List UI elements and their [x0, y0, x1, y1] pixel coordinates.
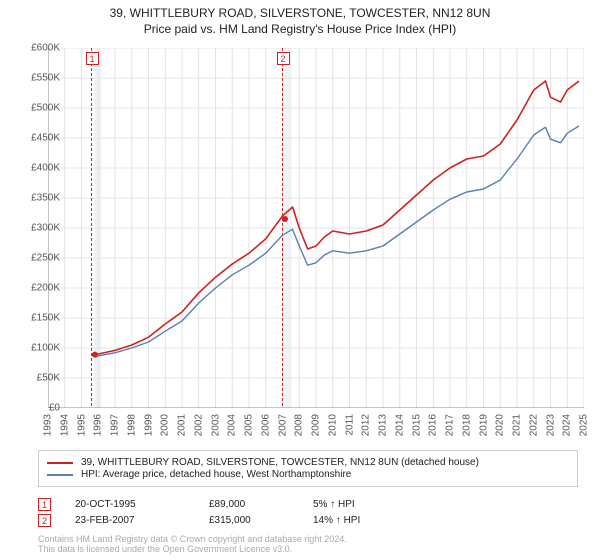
- x-tick-label: 2018: [461, 414, 472, 436]
- sale-marker-2: 2: [38, 514, 51, 527]
- x-tick-label: 2013: [378, 414, 389, 436]
- sale-date-2: 23-FEB-2007: [75, 515, 185, 526]
- title-block: 39, WHITTLEBURY ROAD, SILVERSTONE, TOWCE…: [0, 0, 600, 36]
- sale-row-2: 2 23-FEB-2007 £315,000 14% ↑ HPI: [38, 514, 578, 527]
- x-tick-label: 2024: [562, 414, 573, 436]
- x-tick-label: 1995: [76, 414, 87, 436]
- x-tick-label: 2002: [193, 414, 204, 436]
- x-tick-label: 2012: [361, 414, 372, 436]
- x-tick-label: 2005: [244, 414, 255, 436]
- y-tick-label: £100K: [16, 343, 60, 354]
- x-tick-label: 2001: [177, 414, 188, 436]
- x-tick-label: 2023: [545, 414, 556, 436]
- sale-date-1: 20-OCT-1995: [75, 499, 185, 510]
- footer-note: Contains HM Land Registry data © Crown c…: [38, 534, 578, 555]
- y-tick-label: £550K: [16, 73, 60, 84]
- sale-pct-2: 14% ↑ HPI: [313, 515, 403, 526]
- sale-row-1: 1 20-OCT-1995 £89,000 5% ↑ HPI: [38, 498, 578, 511]
- chart-marker-box: 2: [277, 52, 290, 65]
- x-tick-label: 2004: [227, 414, 238, 436]
- plot-svg: [48, 48, 584, 408]
- x-tick-label: 2021: [512, 414, 523, 436]
- legend-label-property: 39, WHITTLEBURY ROAD, SILVERSTONE, TOWCE…: [81, 457, 479, 468]
- y-tick-label: £250K: [16, 253, 60, 264]
- x-tick-label: 2015: [411, 414, 422, 436]
- sale-price-2: £315,000: [209, 515, 289, 526]
- y-tick-label: £200K: [16, 283, 60, 294]
- legend-swatch-hpi: [47, 474, 73, 476]
- legend-label-hpi: HPI: Average price, detached house, West…: [81, 469, 351, 480]
- x-tick-label: 2009: [311, 414, 322, 436]
- y-tick-label: £600K: [16, 43, 60, 54]
- y-tick-label: £50K: [16, 373, 60, 384]
- x-tick-label: 2008: [294, 414, 305, 436]
- x-tick-label: 2019: [478, 414, 489, 436]
- x-tick-label: 1999: [143, 414, 154, 436]
- sale-pct-1: 5% ↑ HPI: [313, 499, 403, 510]
- sale-price-1: £89,000: [209, 499, 289, 510]
- chart-area: [48, 48, 584, 408]
- x-tick-label: 2014: [394, 414, 405, 436]
- chart-container: 39, WHITTLEBURY ROAD, SILVERSTONE, TOWCE…: [0, 0, 600, 560]
- x-tick-label: 1996: [93, 414, 104, 436]
- chart-marker-box: 1: [86, 52, 99, 65]
- legend-box: 39, WHITTLEBURY ROAD, SILVERSTONE, TOWCE…: [38, 450, 578, 487]
- y-tick-label: £0: [16, 403, 60, 414]
- x-tick-label: 2025: [579, 414, 590, 436]
- x-tick-label: 1994: [59, 414, 70, 436]
- sales-block: 1 20-OCT-1995 £89,000 5% ↑ HPI 2 23-FEB-…: [38, 495, 578, 530]
- x-tick-label: 2020: [495, 414, 506, 436]
- x-tick-label: 1997: [110, 414, 121, 436]
- y-tick-label: £150K: [16, 313, 60, 324]
- x-tick-label: 2010: [327, 414, 338, 436]
- y-tick-label: £300K: [16, 223, 60, 234]
- footer-line1: Contains HM Land Registry data © Crown c…: [38, 534, 578, 544]
- x-tick-label: 2011: [344, 414, 355, 436]
- legend-row-hpi: HPI: Average price, detached house, West…: [47, 469, 569, 480]
- footer-line2: This data is licensed under the Open Gov…: [38, 544, 578, 554]
- y-tick-label: £400K: [16, 163, 60, 174]
- legend-row-property: 39, WHITTLEBURY ROAD, SILVERSTONE, TOWCE…: [47, 457, 569, 468]
- x-tick-label: 1998: [126, 414, 137, 436]
- x-tick-label: 2003: [210, 414, 221, 436]
- x-tick-label: 2016: [428, 414, 439, 436]
- y-tick-label: £350K: [16, 193, 60, 204]
- y-tick-label: £450K: [16, 133, 60, 144]
- x-tick-label: 1993: [43, 414, 54, 436]
- x-tick-label: 2017: [445, 414, 456, 436]
- y-tick-label: £500K: [16, 103, 60, 114]
- title-line2: Price paid vs. HM Land Registry's House …: [0, 22, 600, 36]
- x-tick-label: 2006: [260, 414, 271, 436]
- x-tick-label: 2022: [528, 414, 539, 436]
- x-tick-label: 2000: [160, 414, 171, 436]
- x-tick-label: 2007: [277, 414, 288, 436]
- legend-swatch-property: [47, 462, 73, 464]
- sale-marker-1: 1: [38, 498, 51, 511]
- title-line1: 39, WHITTLEBURY ROAD, SILVERSTONE, TOWCE…: [0, 6, 600, 20]
